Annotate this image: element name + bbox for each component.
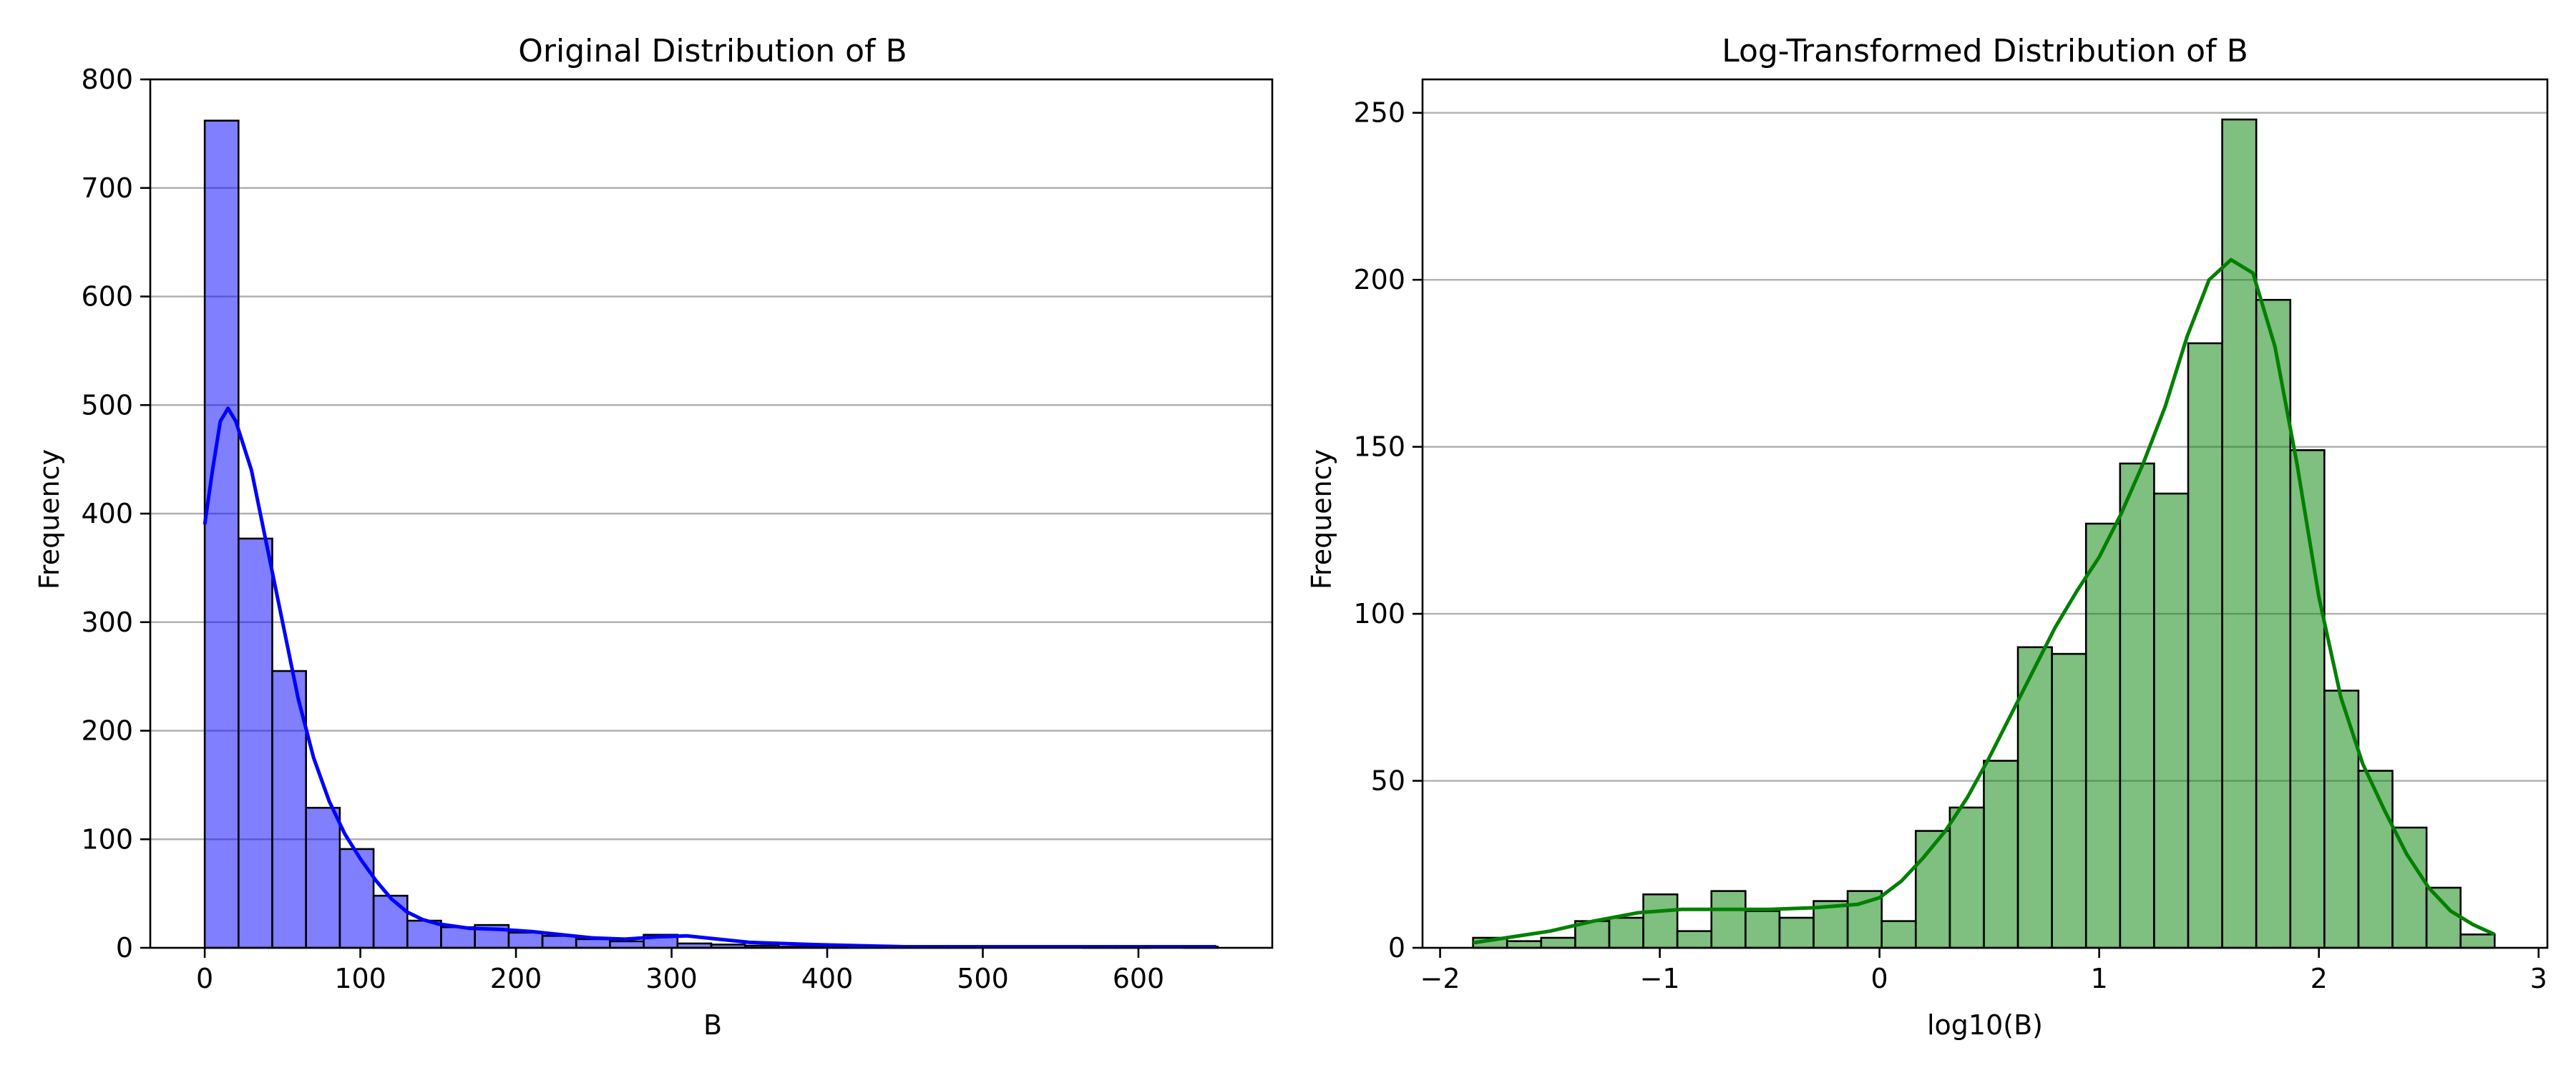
histogram-bar bbox=[2357, 770, 2394, 949]
histogram-bar bbox=[2084, 522, 2122, 949]
histogram-bar bbox=[440, 926, 476, 949]
x-tick-label: −2 bbox=[1420, 963, 1460, 994]
x-tick-label: 2 bbox=[2311, 963, 2328, 994]
histogram-bar bbox=[2425, 886, 2462, 949]
histogram-log-transformed-distribution: Log-Transformed Distribution of B log10(… bbox=[1306, 33, 2549, 1041]
y-tick-label: 100 bbox=[81, 823, 133, 855]
y-axis-label: Frequency bbox=[1306, 449, 1337, 589]
y-tick-label: 800 bbox=[81, 64, 133, 95]
histogram-bar bbox=[1676, 930, 1713, 949]
histogram-bar bbox=[1540, 936, 1576, 949]
histogram-bar bbox=[1506, 940, 1543, 949]
histogram-bar bbox=[305, 806, 341, 949]
histogram-bar bbox=[575, 938, 611, 949]
histogram-bar bbox=[2187, 342, 2223, 949]
x-tick-label: 500 bbox=[957, 963, 1009, 994]
x-tick-label: 100 bbox=[334, 963, 386, 994]
histogram-bar bbox=[372, 894, 409, 949]
histogram-bar bbox=[338, 848, 375, 949]
histogram-bar bbox=[1710, 890, 1747, 949]
histogram-bar bbox=[2459, 934, 2496, 949]
y-tick-label: 0 bbox=[1388, 932, 1405, 964]
kde-curve bbox=[1473, 258, 2496, 945]
y-axis-label: Frequency bbox=[34, 449, 65, 589]
histogram-bar bbox=[1880, 920, 1917, 949]
x-tick-label: 400 bbox=[801, 963, 854, 994]
chart-title: Log-Transformed Distribution of B bbox=[1722, 33, 2248, 69]
x-tick-label: 0 bbox=[196, 963, 213, 994]
x-tick-label: 3 bbox=[2530, 963, 2547, 994]
histogram-bar bbox=[271, 670, 307, 949]
histogram-bar bbox=[203, 119, 240, 949]
histogram-bar bbox=[1983, 760, 2019, 949]
histogram-bar bbox=[2119, 462, 2155, 949]
kde-curve bbox=[203, 406, 1216, 949]
y-tick-label: 500 bbox=[81, 389, 133, 421]
histogram-bar bbox=[1948, 806, 1985, 949]
y-tick-label: 50 bbox=[1371, 765, 1405, 797]
histogram-bar bbox=[1778, 916, 1815, 949]
y-tick-label: 700 bbox=[81, 172, 133, 204]
y-tick-label: 100 bbox=[1353, 598, 1405, 629]
x-tick-label: 0 bbox=[1871, 963, 1888, 994]
x-tick-label: −1 bbox=[1640, 963, 1680, 994]
histogram-bar bbox=[2391, 826, 2428, 949]
x-tick-label: 600 bbox=[1113, 963, 1165, 994]
x-tick-label: 300 bbox=[645, 963, 698, 994]
x-axis-label: log10(B) bbox=[1927, 1009, 2043, 1041]
histogram-bar bbox=[2323, 690, 2360, 949]
histogram-original-distribution: Original Distribution of B B Frequency 0… bbox=[34, 33, 1274, 1041]
histogram-bar bbox=[238, 537, 273, 949]
chart-title: Original Distribution of B bbox=[518, 33, 907, 69]
x-tick-label: 200 bbox=[490, 963, 542, 994]
y-tick-label: 300 bbox=[81, 607, 133, 638]
y-tick-label: 200 bbox=[1353, 264, 1405, 295]
histogram-bar bbox=[1745, 910, 1781, 949]
axes-frame bbox=[1421, 78, 2549, 949]
histogram-bar bbox=[541, 935, 577, 949]
y-tick-label: 200 bbox=[81, 715, 133, 747]
histogram-bar bbox=[507, 931, 544, 949]
histogram-bar bbox=[609, 940, 645, 949]
y-tick-label: 0 bbox=[116, 932, 133, 964]
y-tick-label: 400 bbox=[81, 498, 133, 529]
y-tick-label: 250 bbox=[1353, 97, 1405, 129]
histogram-bar bbox=[1642, 893, 1679, 949]
y-tick-label: 150 bbox=[1353, 431, 1405, 463]
histogram-bar bbox=[1608, 916, 1644, 949]
histogram-bar bbox=[2153, 492, 2190, 949]
y-tick-label: 600 bbox=[81, 281, 133, 313]
histogram-bar bbox=[2221, 118, 2258, 949]
x-axis-label: B bbox=[703, 1009, 722, 1041]
histogram-bar bbox=[2051, 652, 2087, 949]
x-tick-label: 1 bbox=[2091, 963, 2108, 994]
